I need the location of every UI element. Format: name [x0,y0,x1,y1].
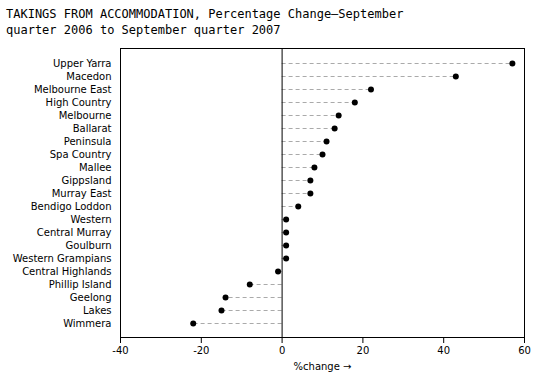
svg-text:20: 20 [357,345,370,356]
svg-text:Central Highlands: Central Highlands [22,266,111,277]
svg-text:0: 0 [279,345,285,356]
svg-text:-40: -40 [112,345,128,356]
svg-text:High Country: High Country [46,97,112,108]
svg-text:60: 60 [518,345,531,356]
svg-text:-20: -20 [193,345,209,356]
svg-text:Peninsula: Peninsula [64,136,112,147]
svg-text:Spa Country: Spa Country [50,149,112,160]
svg-text:Melbourne East: Melbourne East [34,84,112,95]
svg-text:40: 40 [437,345,450,356]
svg-text:Mallee: Mallee [79,162,112,173]
svg-text:Murray East: Murray East [52,188,112,199]
svg-text:Upper Yarra: Upper Yarra [53,58,112,69]
svg-text:Wimmera: Wimmera [63,318,111,329]
svg-text:%change →: %change → [294,361,352,372]
svg-text:Melbourne: Melbourne [59,110,112,121]
svg-text:Geelong: Geelong [70,292,112,303]
svg-text:Bendigo Loddon: Bendigo Loddon [31,201,112,212]
svg-text:Western: Western [70,214,111,225]
svg-text:Phillip Island: Phillip Island [49,279,112,290]
svg-text:Goulburn: Goulburn [66,240,112,251]
svg-text:Ballarat: Ballarat [73,123,112,134]
svg-text:Western Grampians: Western Grampians [13,253,112,264]
svg-text:Gippsland: Gippsland [61,175,111,186]
html-text:TAKINGS FROM ACCOMMODATION, Pe: TAKINGS FROM ACCOMMODATION, Percentage C… [6,7,404,38]
svg-text:Central Murray: Central Murray [37,227,112,238]
svg-text:Lakes: Lakes [83,305,112,316]
svg-text:Macedon: Macedon [66,71,111,82]
